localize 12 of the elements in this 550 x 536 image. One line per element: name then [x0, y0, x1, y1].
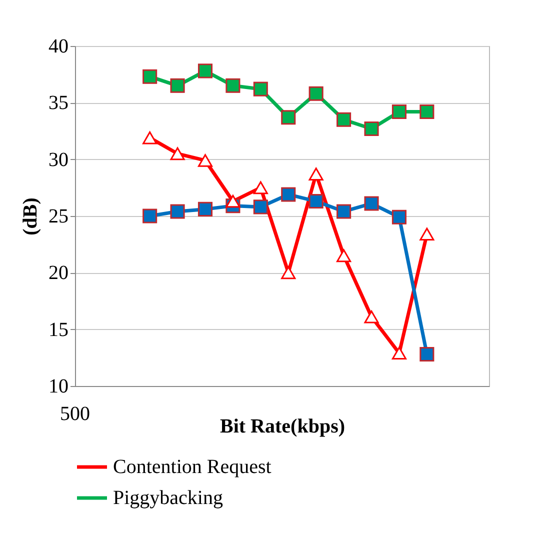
y-tick-label: 20	[48, 262, 68, 284]
y-axis-title: (dB)	[20, 198, 42, 236]
legend-label: Contention Request	[113, 456, 272, 478]
text: 500	[60, 403, 90, 425]
y-tick-label: 25	[48, 206, 68, 228]
y-tick-label: 35	[48, 92, 68, 114]
y-tick-label: 15	[48, 318, 68, 341]
y-tick-label: 10	[48, 376, 68, 398]
y-tick-label: 30	[48, 148, 68, 171]
legend-label: Piggybacking	[113, 487, 223, 509]
y-tick-label: 40	[48, 36, 68, 58]
x-axis-title: Bit Rate(kbps)	[220, 416, 346, 438]
